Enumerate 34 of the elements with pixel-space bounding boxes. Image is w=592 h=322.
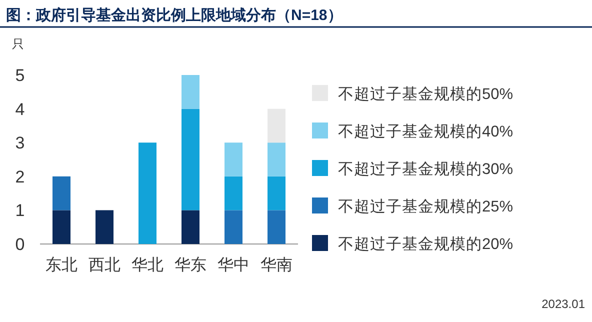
- bar: [268, 210, 286, 244]
- legend-label: 不超过子基金规模的40%: [338, 122, 514, 140]
- bar: [138, 142, 156, 244]
- y-tick-label: 0: [15, 235, 25, 254]
- y-tick-label: 4: [15, 100, 25, 119]
- bar: [224, 142, 242, 176]
- bar: [182, 75, 200, 109]
- bar: [96, 210, 114, 244]
- x-tick-label: 西北: [88, 256, 120, 274]
- y-tick-label: 2: [15, 167, 25, 186]
- text: 2023.01: [542, 297, 586, 311]
- x-tick-label: 东北: [46, 256, 78, 274]
- bar: [224, 176, 242, 210]
- y-tick-label: 5: [15, 66, 25, 85]
- legend-label: 不超过子基金规模的25%: [338, 198, 514, 216]
- x-tick-label: 华中: [218, 256, 250, 274]
- legend-label: 不超过子基金规模的20%: [338, 235, 514, 253]
- chart-title: 图：政府引导基金出资比例上限地域分布（N=18）: [6, 6, 342, 24]
- bar: [268, 176, 286, 210]
- y-tick-label: 1: [15, 201, 25, 220]
- bar: [52, 210, 70, 244]
- bar: [268, 142, 286, 176]
- legend-label: 不超过子基金规模的30%: [338, 160, 514, 178]
- y-tick-label: 3: [15, 134, 25, 153]
- bar: [52, 176, 70, 210]
- bar: [182, 108, 200, 210]
- bar: [268, 108, 286, 143]
- legend-label: 不超过子基金规模的50%: [338, 85, 514, 103]
- y-axis-title: 只: [12, 37, 24, 51]
- bar: [182, 210, 200, 244]
- x-tick-label: 华北: [132, 256, 164, 274]
- x-tick-label: 华南: [260, 256, 292, 274]
- x-tick-label: 华东: [174, 256, 206, 274]
- bar: [224, 210, 242, 244]
